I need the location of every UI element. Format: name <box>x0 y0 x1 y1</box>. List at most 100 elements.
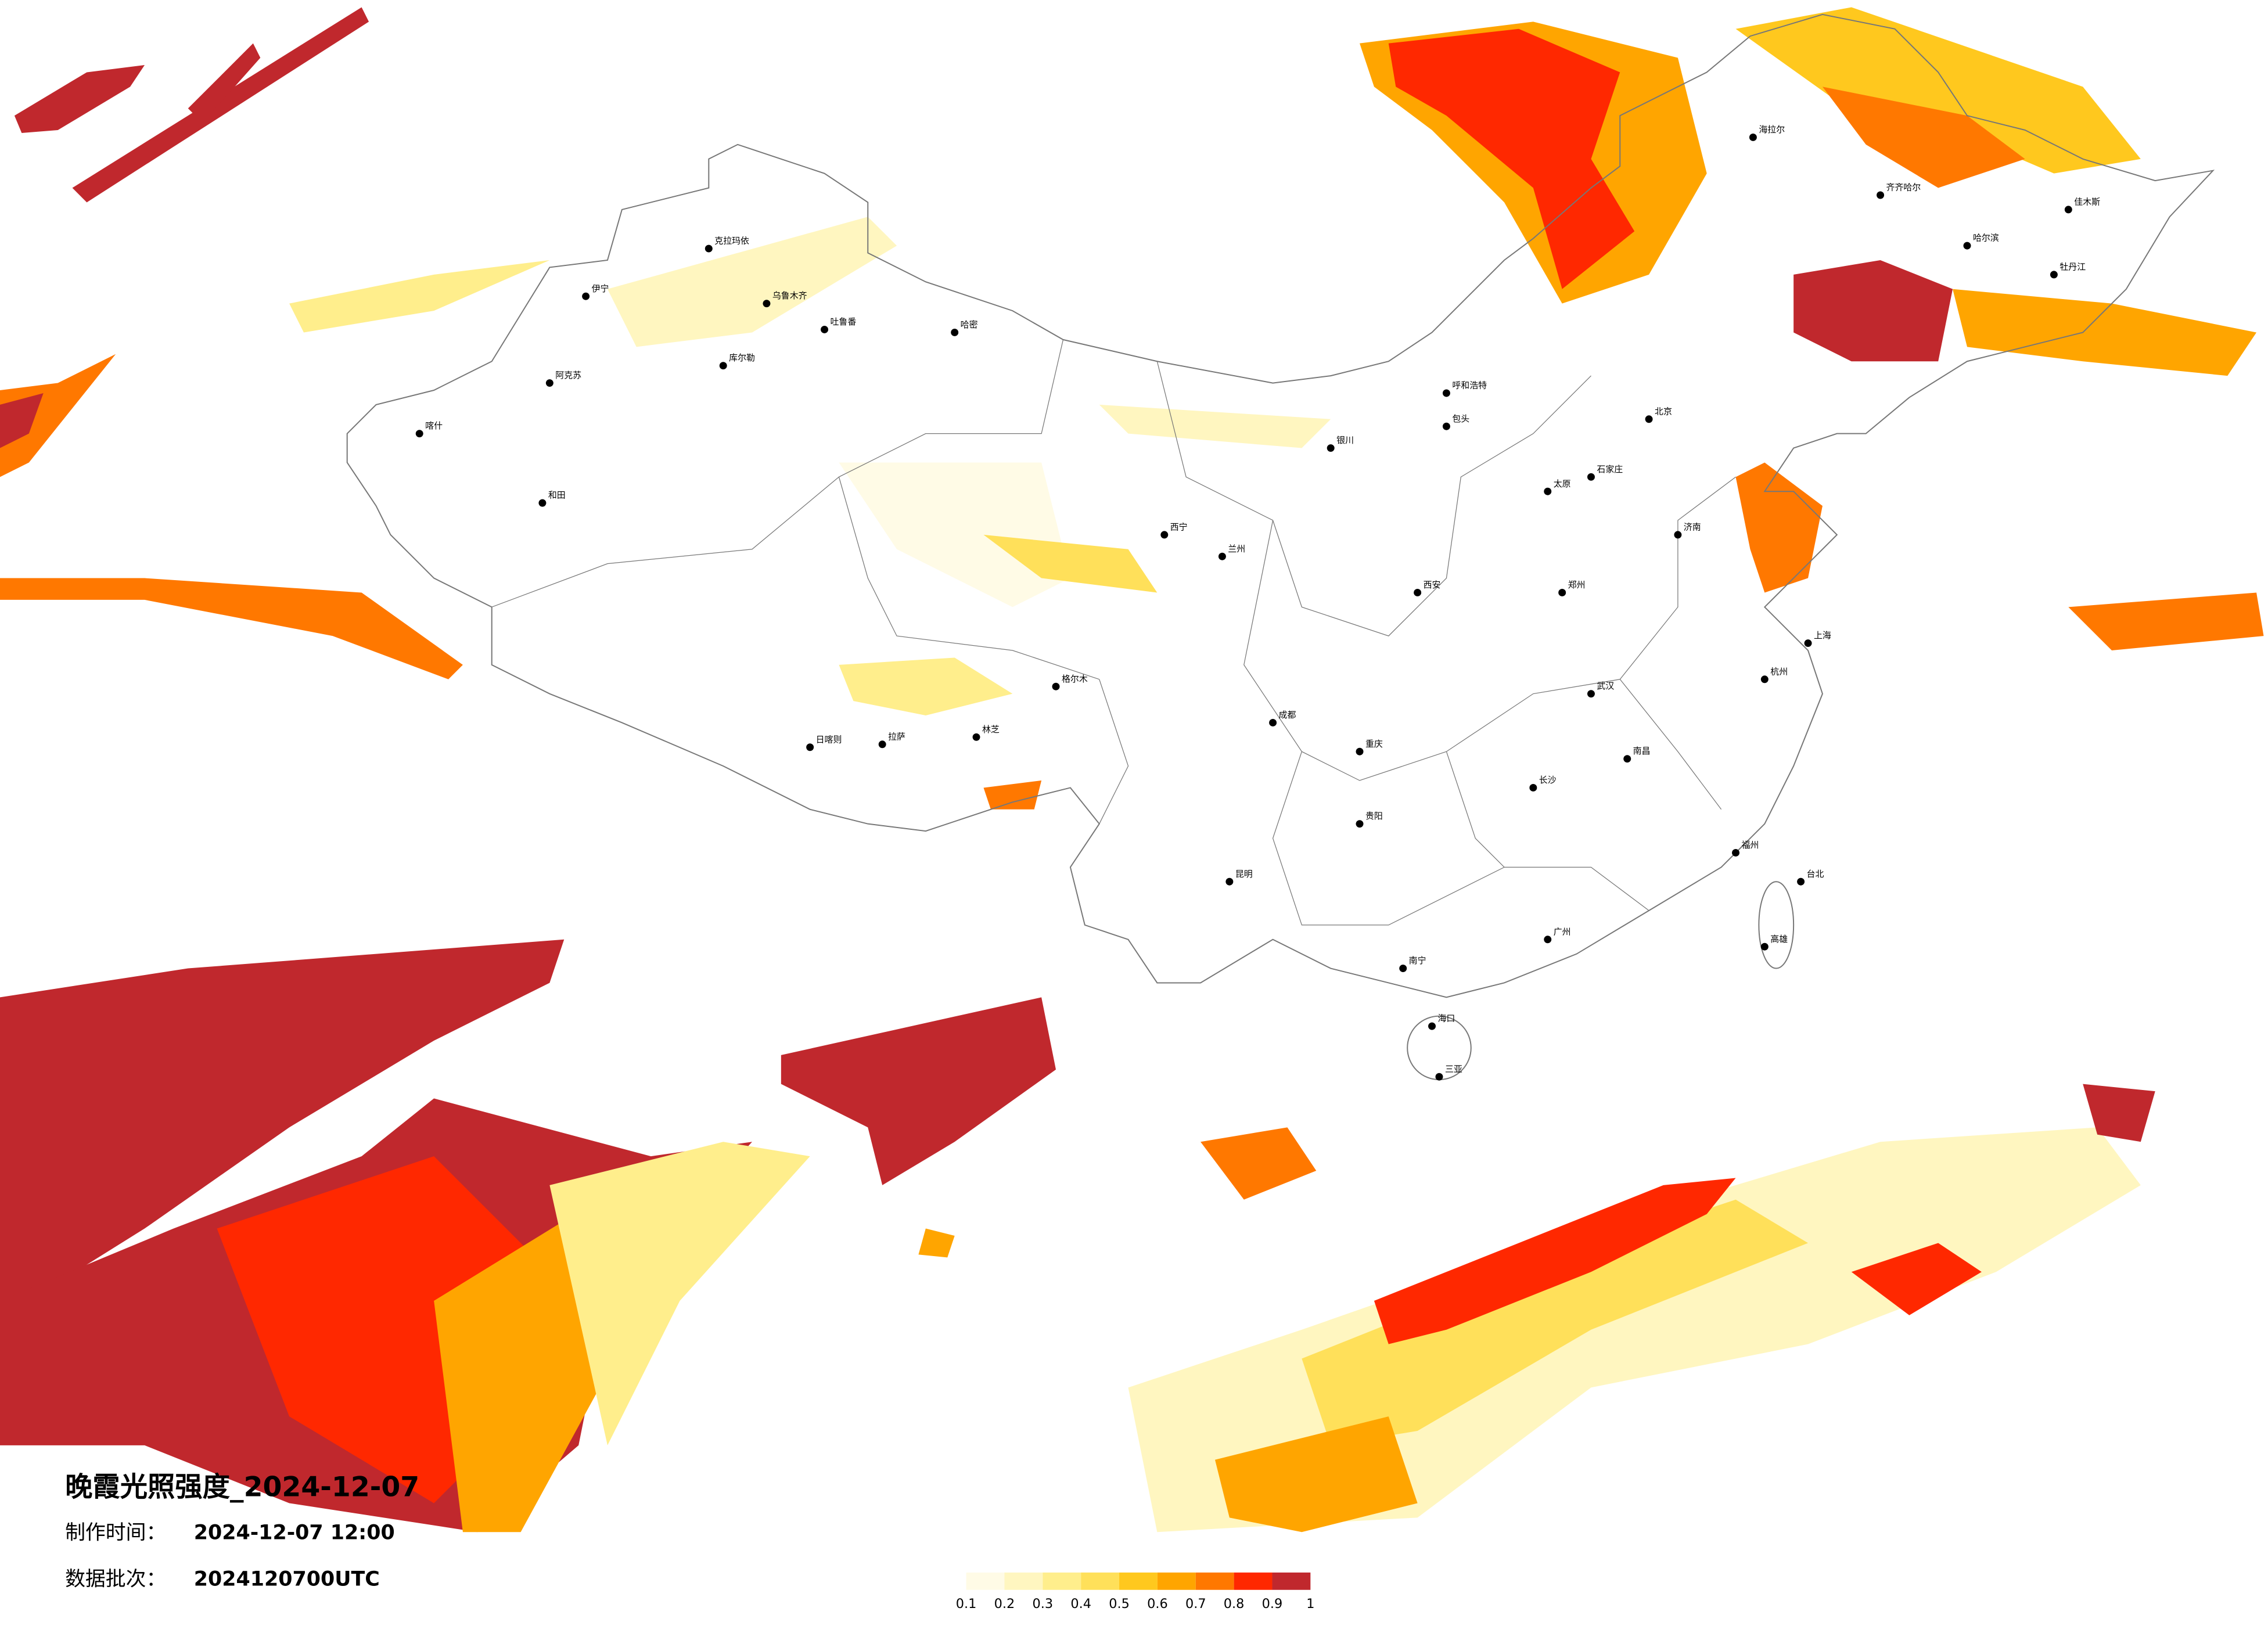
glow-area <box>839 657 1013 715</box>
city-dot <box>1160 531 1169 539</box>
city-dot <box>1760 942 1769 951</box>
info-value: 2024-12-07 12:00 <box>194 1521 395 1545</box>
city-dot <box>545 379 553 387</box>
glow-area <box>0 939 565 1301</box>
province-border <box>491 339 1736 926</box>
city-label: 广州 <box>1554 926 1571 937</box>
city-dot <box>1804 639 1812 647</box>
glow-area <box>0 393 44 448</box>
city-label: 佳木斯 <box>2074 196 2100 207</box>
country-outline <box>346 13 2215 1081</box>
city-label: 吐鲁番 <box>831 316 857 327</box>
city-dot <box>538 499 547 507</box>
legend-tick-label: 0.8 <box>1224 1596 1245 1611</box>
legend-tick-label: 0.6 <box>1147 1596 1168 1611</box>
city-label: 高雄 <box>1770 934 1788 944</box>
city-dot <box>806 743 814 751</box>
glow-area <box>549 1142 810 1445</box>
city-label: 伊宁 <box>592 283 609 294</box>
city-dot <box>1442 389 1450 397</box>
city-label: 克拉玛依 <box>714 236 749 246</box>
legend-tick-label: 0.4 <box>1070 1596 1091 1611</box>
city-label: 牡丹江 <box>2059 261 2086 272</box>
city-dot <box>1052 682 1060 690</box>
city-label: 银川 <box>1336 435 1354 445</box>
island <box>1758 881 1795 969</box>
city-dot <box>1963 242 1971 250</box>
city-dot <box>1749 133 1757 141</box>
city-label: 拉萨 <box>888 731 905 742</box>
glow-area <box>0 578 463 679</box>
city-label: 西宁 <box>1170 521 1188 532</box>
glow-area <box>1302 1199 1809 1445</box>
legend-tick-label: 0.5 <box>1109 1596 1130 1611</box>
legend-tick-label: 0.7 <box>1185 1596 1206 1611</box>
city-label: 海口 <box>1437 1013 1455 1024</box>
glow-area <box>1388 28 1635 289</box>
info-label: 制作时间： <box>65 1521 166 1545</box>
glow-area <box>2083 1084 2155 1142</box>
city-label: 济南 <box>1684 521 1701 532</box>
city-label: 长沙 <box>1539 775 1557 785</box>
city-label: 成都 <box>1279 710 1296 720</box>
glow-area <box>781 997 1056 1185</box>
glow-area <box>1374 1178 1736 1344</box>
city-label: 齐齐哈尔 <box>1886 182 1921 193</box>
legend-swatch <box>1043 1572 1081 1590</box>
city-dot <box>1732 848 1739 857</box>
city-label: 太原 <box>1554 479 1571 489</box>
legend: 0.1 0.2 0.3 0.4 0.5 0.6 0.7 0.8 0.9 1 <box>956 1572 1314 1611</box>
city-dot <box>1442 422 1450 430</box>
legend-swatch <box>1272 1572 1311 1590</box>
city-label: 日喀则 <box>816 734 842 744</box>
legend-tick-label: 0.9 <box>1262 1596 1283 1611</box>
city-label: 海拉尔 <box>1759 124 1785 135</box>
city-label: 南宁 <box>1409 955 1426 966</box>
city-label: 石家庄 <box>1597 464 1623 474</box>
glow-area <box>918 1228 955 1258</box>
legend-swatch <box>966 1572 1005 1590</box>
city-dot <box>821 325 829 333</box>
city-dot <box>1544 936 1552 944</box>
city-dot <box>1877 191 1885 199</box>
city-dot <box>951 328 959 336</box>
glow-area <box>983 534 1158 593</box>
city-label: 库尔勒 <box>729 352 755 363</box>
glow-area <box>2068 592 2264 650</box>
city-dot <box>1760 675 1769 684</box>
map-title: 晚霞光照强度_2024-12-07 <box>65 1472 419 1503</box>
glow-area <box>1822 87 2025 188</box>
city-dot <box>1399 965 1407 973</box>
city-label: 和田 <box>548 490 566 501</box>
city-label: 杭州 <box>1770 666 1788 677</box>
city-label: 哈密 <box>961 319 978 330</box>
city-label: 包头 <box>1452 413 1469 424</box>
city-dot <box>1269 718 1277 726</box>
city-label: 格尔木 <box>1062 674 1088 684</box>
city-dot <box>582 292 590 300</box>
glow-area <box>289 260 550 333</box>
city-label: 西安 <box>1424 580 1441 590</box>
info-value: 2024120700UTC <box>194 1567 380 1591</box>
city-dot <box>1435 1073 1443 1081</box>
city-dot <box>1414 588 1422 596</box>
glow-area <box>839 462 1070 607</box>
city-label: 重庆 <box>1365 739 1383 749</box>
city-dot <box>1356 747 1364 756</box>
city-label: 武汉 <box>1597 681 1614 691</box>
city-label: 贵阳 <box>1365 811 1383 821</box>
city-dot <box>1797 877 1805 886</box>
legend-swatch <box>1157 1572 1196 1590</box>
border <box>346 13 2215 998</box>
city-dot <box>878 740 886 749</box>
glow-field <box>0 7 2264 1533</box>
city-dot <box>1558 588 1566 596</box>
city-label: 台北 <box>1807 869 1824 879</box>
glow-area <box>1735 462 1823 593</box>
city-dot <box>2064 206 2072 214</box>
city-label: 阿克苏 <box>555 370 581 380</box>
city-dot <box>1645 415 1653 423</box>
glow-area <box>607 217 897 347</box>
